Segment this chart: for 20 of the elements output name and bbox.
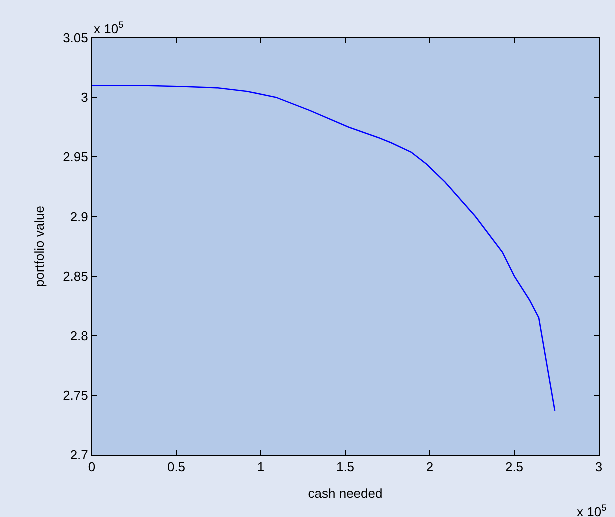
x-axis-title: cash needed (308, 486, 383, 502)
x-tick-label: 1 (257, 460, 265, 475)
x-tick-label: 1.5 (336, 460, 355, 475)
y-axis-title: portfolio value (32, 206, 48, 287)
y-tick-label: 2.8 (70, 328, 88, 344)
y-tick-label: 2.9 (70, 209, 88, 224)
x-tick-label: 2 (426, 460, 434, 475)
x-tick-label: 0.5 (167, 460, 186, 475)
y-tick-label: 2.95 (63, 150, 88, 165)
x-tick-label: 0 (88, 460, 96, 475)
text: x 10$^{5}$ (577, 503, 607, 517)
x-tick-label: 2.5 (505, 460, 524, 475)
line-series (92, 85, 556, 412)
y-tick-label: 2.7 (70, 448, 88, 463)
y-tick-label: 3 (81, 90, 88, 106)
y-tick-label: 2.75 (63, 388, 88, 403)
text: x 10$^{5}$ (94, 20, 124, 36)
x-tick-label: 3 (595, 460, 603, 475)
y-tick-label: 3.05 (63, 30, 88, 46)
y-tick-label: 2.85 (63, 268, 88, 284)
